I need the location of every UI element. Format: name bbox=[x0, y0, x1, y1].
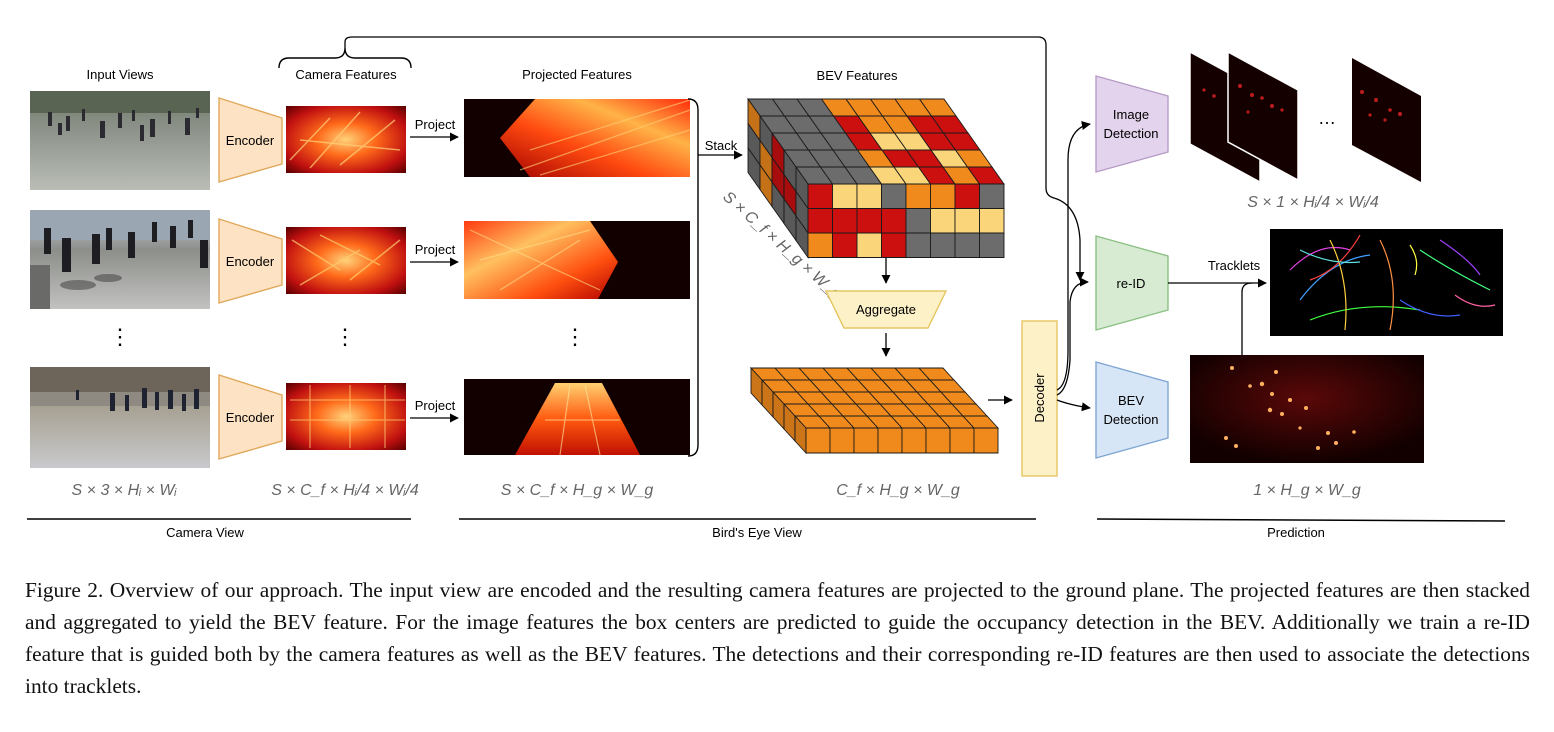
camera-features-brace bbox=[278, 47, 412, 69]
encoder-2-label: Encoder bbox=[226, 254, 275, 269]
bev-cube-front-cell bbox=[832, 208, 858, 234]
image-detection-head: Image Detection bbox=[1095, 75, 1169, 173]
bev-cube-front-cell bbox=[807, 232, 833, 258]
tracklets-label: Tracklets bbox=[1208, 258, 1261, 273]
heatmap-ellipsis: … bbox=[1318, 108, 1336, 128]
birds-eye-view-section: Bird's Eye View bbox=[712, 525, 802, 540]
bev-detection-label-2: Detection bbox=[1104, 412, 1159, 427]
bev-cube-front-cell bbox=[930, 208, 956, 234]
bev-slab-front-cell bbox=[805, 427, 831, 454]
input-dims: S × 3 × Hᵢ × Wᵢ bbox=[72, 482, 178, 499]
decoder-block: Decoder bbox=[1021, 320, 1058, 477]
bev-cube-front-cell bbox=[930, 183, 956, 209]
projected-feature-2 bbox=[464, 221, 690, 299]
bev-cube-front-cell bbox=[881, 183, 907, 209]
bev-cube-front-cell bbox=[807, 183, 833, 209]
bev-aggregated-slab bbox=[749, 366, 1000, 455]
bev-slab-front-cell bbox=[853, 427, 879, 454]
bev-cube-front-cell bbox=[905, 208, 931, 234]
prediction-section: Prediction bbox=[1267, 525, 1325, 540]
projected-vdots: ⋮ bbox=[564, 324, 586, 349]
bev-cube-front-cell bbox=[832, 183, 858, 209]
aggregate-label: Aggregate bbox=[856, 302, 916, 317]
figure-caption: Figure 2. Overview of our approach. The … bbox=[25, 578, 1530, 698]
camera-feature-3 bbox=[286, 383, 406, 450]
input-view-1 bbox=[30, 91, 210, 190]
approach-figure: Input Views Camera Features Projected Fe… bbox=[27, 36, 1506, 540]
projected-features-title: Projected Features bbox=[522, 67, 632, 82]
bev-cube-front-cell bbox=[881, 232, 907, 258]
bev-cube-front-cell bbox=[979, 183, 1005, 209]
bev-cube-front-cell bbox=[979, 232, 1005, 258]
input-vdots: ⋮ bbox=[109, 324, 131, 349]
input-view-3 bbox=[30, 367, 210, 468]
bev-stacked-cube bbox=[747, 97, 1005, 259]
input-view-2 bbox=[30, 210, 210, 309]
camera-features-title: Camera Features bbox=[295, 67, 397, 82]
image-detection-heatmaps: … bbox=[1189, 50, 1421, 184]
bev-dims: C_f × H_g × W_g bbox=[836, 482, 960, 499]
encoder-3-label: Encoder bbox=[226, 410, 275, 425]
bev-cube-front-cell bbox=[856, 183, 882, 209]
bev-slab-front-cell bbox=[877, 427, 903, 454]
camera-feature-2 bbox=[286, 227, 406, 294]
bev-cube-front-cell bbox=[954, 183, 980, 209]
bev-cube-front-cell bbox=[954, 232, 980, 258]
image-det-dims: S × 1 × Hᵢ/4 × Wᵢ/4 bbox=[1247, 194, 1379, 211]
encoder-2: Encoder bbox=[218, 218, 283, 304]
bev-cube-front-cell bbox=[930, 232, 956, 258]
reid-head: re-ID bbox=[1095, 235, 1169, 331]
project-label-3: Project bbox=[415, 398, 456, 413]
bev-cube-front-cell bbox=[905, 232, 931, 258]
bev-slab-front-cell bbox=[829, 427, 855, 454]
bev-cube-front-cell bbox=[905, 183, 931, 209]
image-detection-label-1: Image bbox=[1113, 107, 1149, 122]
input-views-title: Input Views bbox=[87, 67, 154, 82]
tracklets-image bbox=[1270, 229, 1503, 336]
bev-cube-front-cell bbox=[832, 232, 858, 258]
bev-cube-front-cell bbox=[856, 208, 882, 234]
bev-detection-heatmap bbox=[1190, 355, 1424, 463]
bev-features-title: BEV Features bbox=[817, 68, 898, 83]
bev-cube-front-cell bbox=[807, 208, 833, 234]
bev-cube-front-cell bbox=[881, 208, 907, 234]
projected-feature-1 bbox=[464, 99, 691, 177]
bev-cube-front-cell bbox=[954, 208, 980, 234]
bev-cube-front-cell bbox=[979, 208, 1005, 234]
bev-detection-label-1: BEV bbox=[1118, 393, 1144, 408]
bev-detection-head: BEV Detection bbox=[1095, 361, 1169, 459]
bev-slab-front-cell bbox=[949, 427, 975, 454]
encoder-1: Encoder bbox=[218, 97, 283, 183]
stack-bracket bbox=[687, 98, 699, 457]
image-detection-label-2: Detection bbox=[1104, 126, 1159, 141]
camera-vdots: ⋮ bbox=[334, 324, 356, 349]
stack-label: Stack bbox=[705, 138, 738, 153]
bev-slab-front-cell bbox=[973, 427, 999, 454]
camera-feature-1 bbox=[286, 106, 406, 173]
project-label-1: Project bbox=[415, 117, 456, 132]
aggregate-block: Aggregate bbox=[824, 290, 948, 329]
bev-det-dims: 1 × H_g × W_g bbox=[1253, 482, 1361, 499]
bev-cube-front-cell bbox=[856, 232, 882, 258]
decoder-label: Decoder bbox=[1032, 373, 1047, 423]
camera-view-section: Camera View bbox=[166, 525, 244, 540]
bev-slab-front-cell bbox=[901, 427, 927, 454]
projected-feature-3 bbox=[464, 379, 690, 456]
projected-dims: S × C_f × H_g × W_g bbox=[501, 482, 654, 499]
project-label-2: Project bbox=[415, 242, 456, 257]
reid-label: re-ID bbox=[1117, 276, 1146, 291]
encoder-1-label: Encoder bbox=[226, 133, 275, 148]
camera-dims: S × C_f × Hᵢ/4 × Wᵢ/4 bbox=[271, 482, 419, 499]
bev-slab-front-cell bbox=[925, 427, 951, 454]
encoder-3: Encoder bbox=[218, 374, 283, 460]
